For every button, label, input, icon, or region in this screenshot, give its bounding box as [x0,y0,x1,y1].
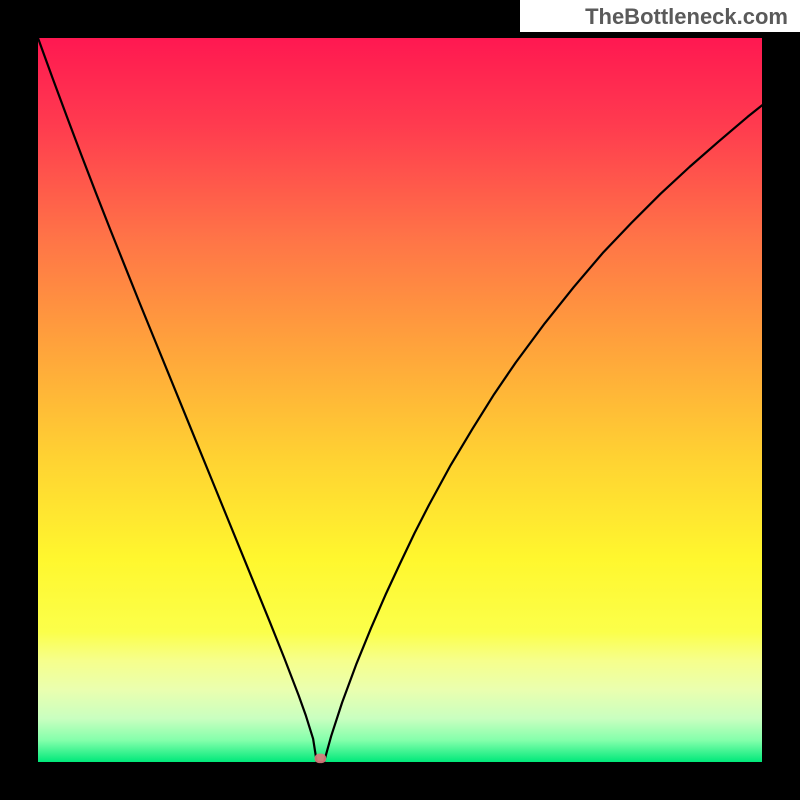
chart-container: TheBottleneck.com [0,0,800,800]
watermark-background [520,0,800,32]
plot-background-gradient [38,38,762,762]
optimal-point-marker [315,754,327,763]
bottleneck-curve-chart [0,0,800,800]
